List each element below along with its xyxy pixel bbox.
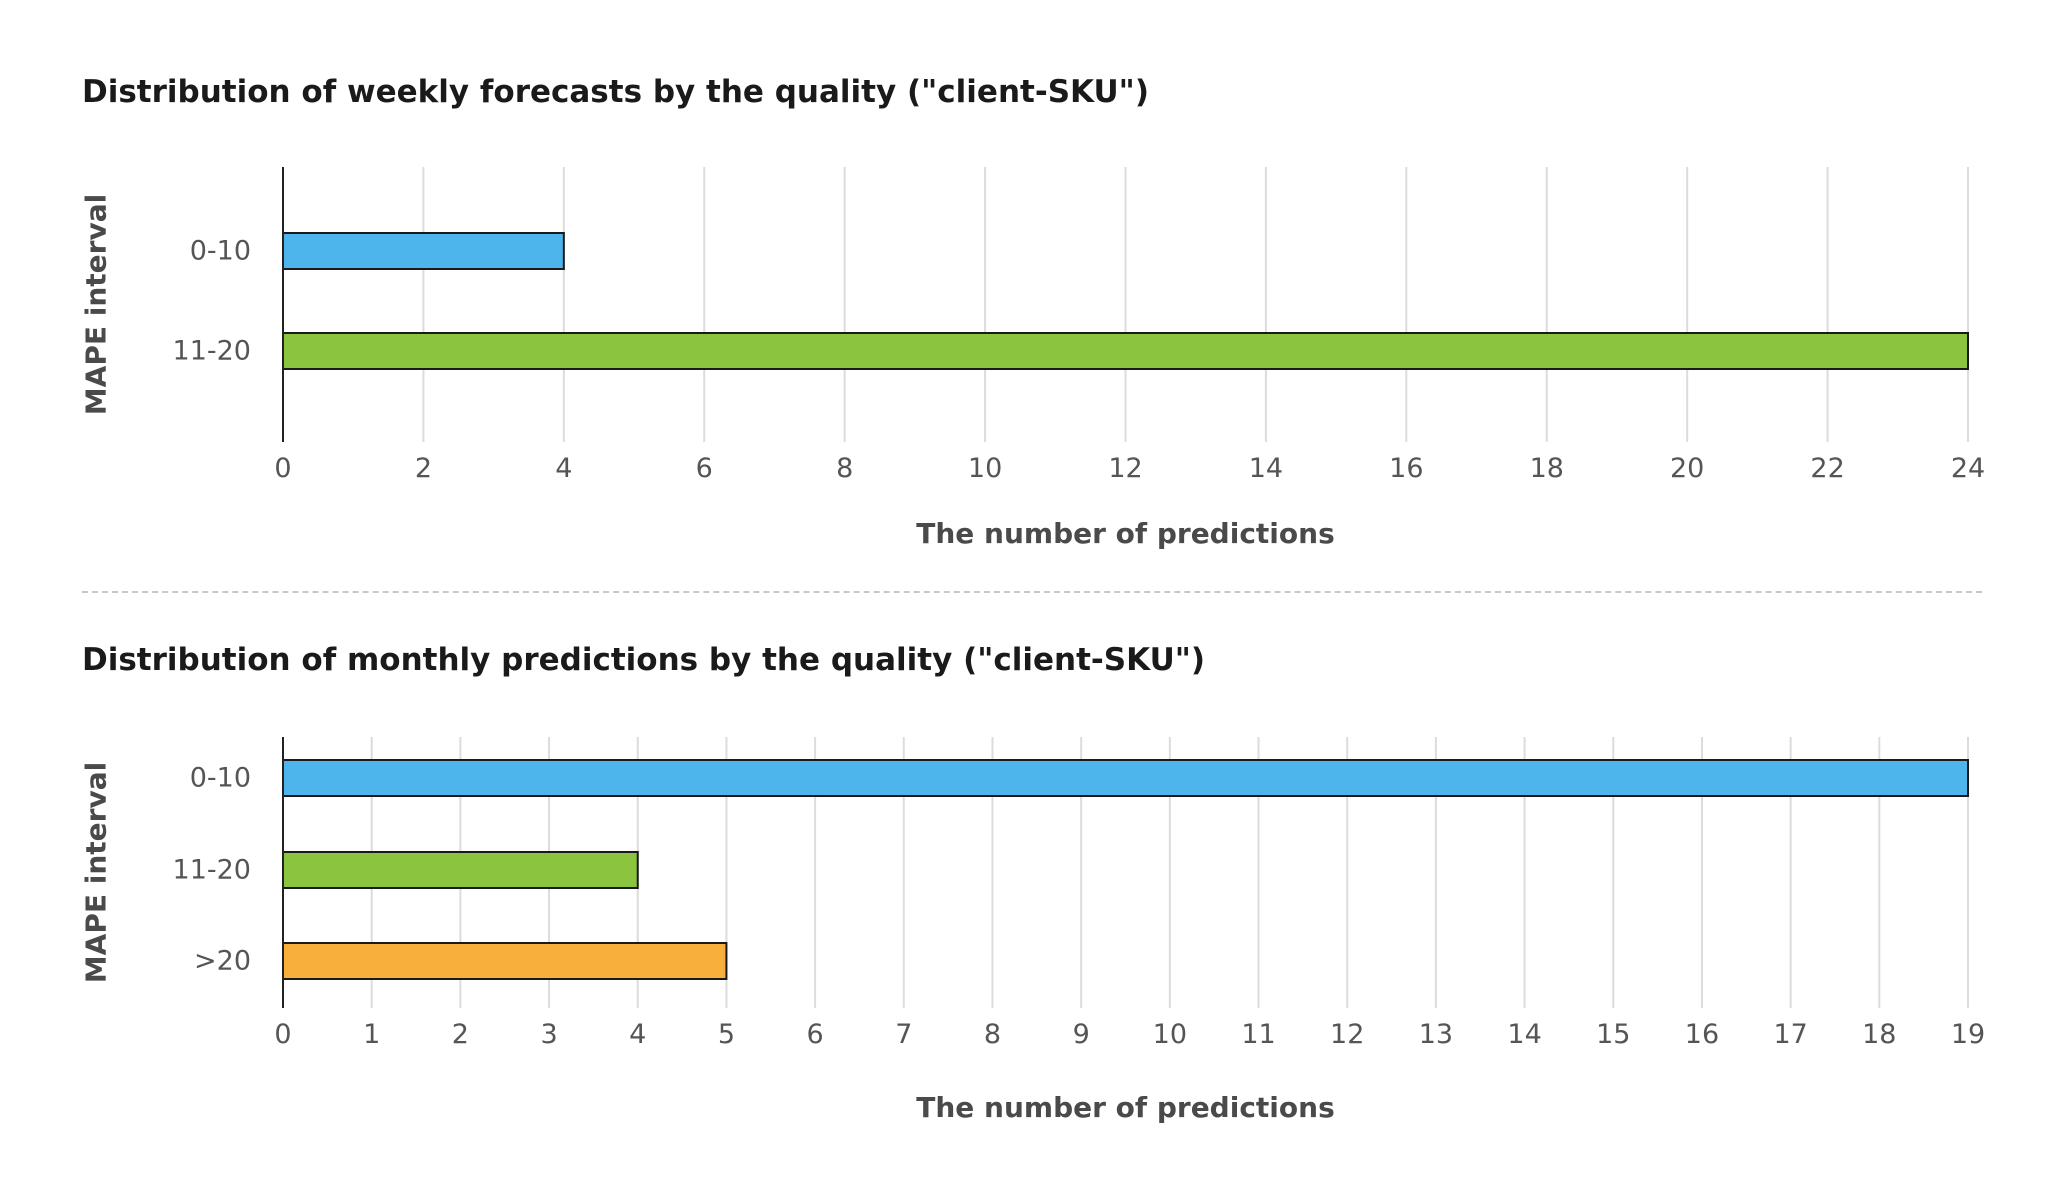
x-tick-label: 15 (1596, 1019, 1630, 1050)
x-tick-label: 10 (1153, 1019, 1187, 1050)
weekly-chart-title: Distribution of weekly forecasts by the … (82, 74, 1149, 110)
x-tick-label: 13 (1419, 1019, 1453, 1050)
x-tick-label: 17 (1773, 1019, 1807, 1050)
x-tick-label: 3 (540, 1019, 557, 1050)
y-axis-title: MAPE interval (80, 194, 113, 415)
x-tick-label: 16 (1685, 1019, 1719, 1050)
y-axis-title: MAPE interval (80, 762, 113, 983)
x-axis-title: The number of predictions (916, 517, 1334, 550)
x-axis-title: The number of predictions (916, 1091, 1334, 1124)
x-tick-label: 4 (555, 453, 572, 484)
x-tick-label: 20 (1670, 453, 1704, 484)
y-tick-label: >20 (194, 946, 251, 977)
x-tick-label: 6 (807, 1019, 824, 1050)
x-tick-label: 14 (1249, 453, 1283, 484)
x-tick-label: 11 (1241, 1019, 1275, 1050)
x-tick-label: 2 (452, 1019, 469, 1050)
y-tick-label: 0-10 (190, 236, 251, 267)
bar-11-20 (282, 851, 639, 889)
x-tick-label: 18 (1862, 1019, 1896, 1050)
x-tick-label: 19 (1951, 1019, 1985, 1050)
bar-11-20 (282, 332, 1969, 370)
y-tick-label: 0-10 (190, 763, 251, 794)
x-tick-label: 18 (1530, 453, 1564, 484)
x-tick-label: 0 (274, 453, 291, 484)
y-tick-label: 11-20 (173, 855, 251, 886)
bar-0-10 (282, 232, 565, 270)
x-tick-label: 10 (968, 453, 1002, 484)
x-tick-label: 6 (696, 453, 713, 484)
y-tick-label: 11-20 (173, 336, 251, 367)
monthly-chart-title: Distribution of monthly predictions by t… (82, 642, 1206, 678)
x-tick-label: 8 (984, 1019, 1001, 1050)
x-tick-label: 0 (274, 1019, 291, 1050)
x-tick-label: 2 (415, 453, 432, 484)
x-tick-label: 12 (1108, 453, 1142, 484)
x-tick-label: 16 (1389, 453, 1423, 484)
bar-20 (282, 942, 728, 980)
x-tick-label: 5 (718, 1019, 735, 1050)
chart-separator (82, 591, 1982, 593)
x-tick-label: 4 (629, 1019, 646, 1050)
x-tick-label: 12 (1330, 1019, 1364, 1050)
x-tick-label: 7 (895, 1019, 912, 1050)
x-tick-label: 1 (363, 1019, 380, 1050)
x-tick-label: 9 (1073, 1019, 1090, 1050)
x-tick-label: 14 (1507, 1019, 1541, 1050)
x-tick-label: 22 (1810, 453, 1844, 484)
x-tick-label: 8 (836, 453, 853, 484)
x-tick-label: 24 (1951, 453, 1985, 484)
bar-0-10 (282, 759, 1969, 797)
